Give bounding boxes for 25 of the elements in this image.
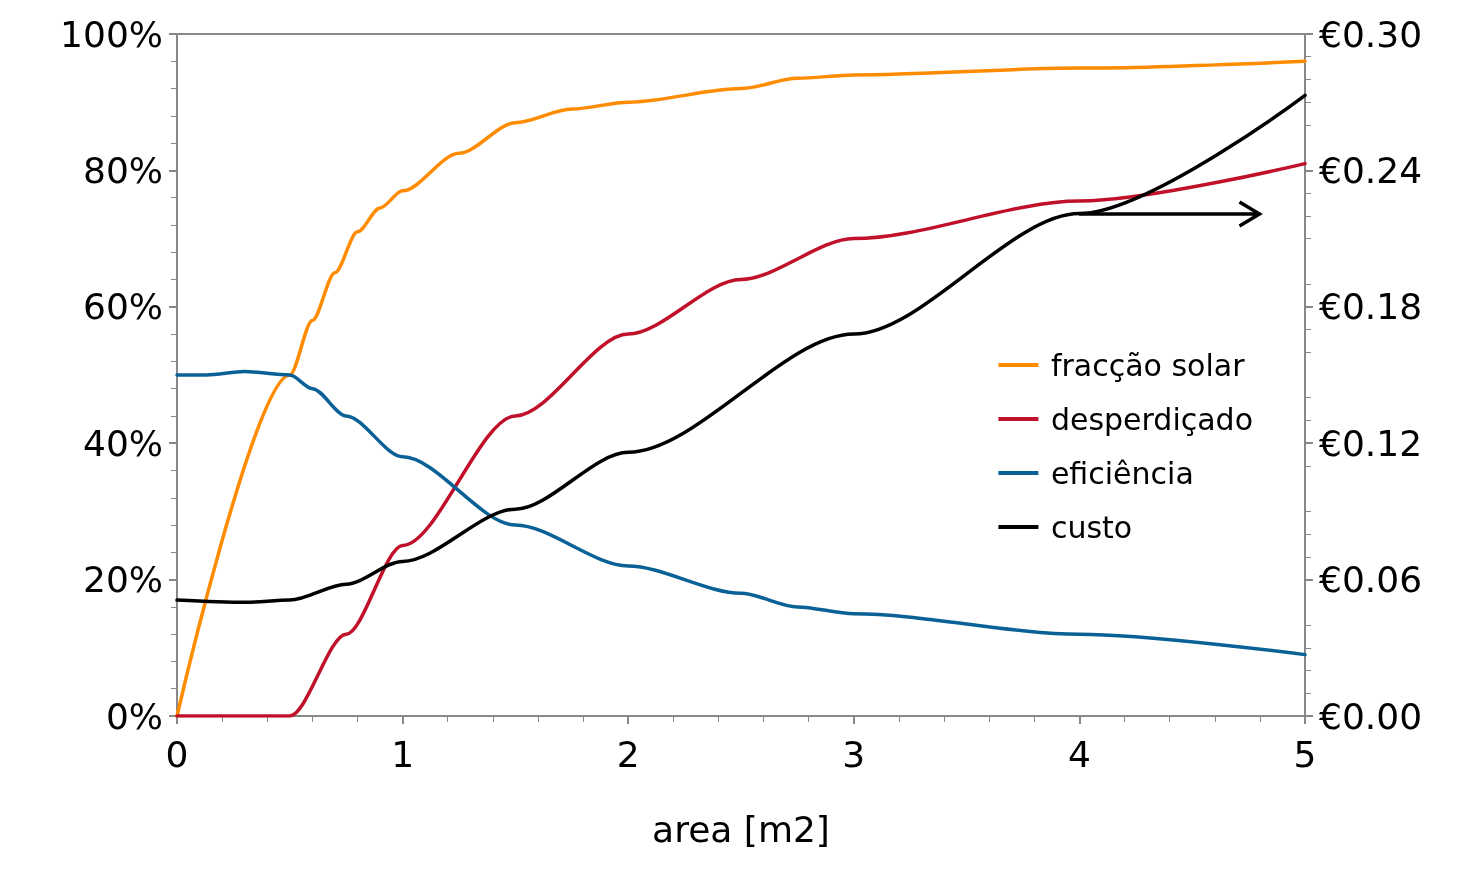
legend-label: desperdiçado xyxy=(1050,401,1253,437)
y-tick-label: 40% xyxy=(82,422,163,464)
y2-tick-label: €0.12 xyxy=(1319,422,1423,464)
legend-label: fracção solar xyxy=(1050,347,1246,383)
y2-tick-label: €0.18 xyxy=(1319,286,1423,328)
x-tick-label: 3 xyxy=(842,733,866,775)
x-tick-label: 2 xyxy=(616,733,640,775)
y2-tick-label: €0.06 xyxy=(1319,559,1423,601)
y-tick-label: 100% xyxy=(60,13,163,55)
y2-tick-label: €0.30 xyxy=(1319,13,1423,55)
legend-label: custo xyxy=(1050,509,1133,545)
x-tick-label: 1 xyxy=(391,733,415,775)
line-series xyxy=(175,161,1307,718)
y2-tick-label: €0.00 xyxy=(1319,695,1423,737)
legend-label: eficiência xyxy=(1050,455,1194,491)
x-tick-label: 4 xyxy=(1067,733,1091,775)
y-tick-label: 20% xyxy=(82,559,163,601)
x-tick-label: 5 xyxy=(1293,733,1317,775)
x-tick-label: 0 xyxy=(165,733,189,775)
y-tick-label: 60% xyxy=(82,286,163,328)
line-series xyxy=(175,93,1307,605)
x-axis-title: area [m2] xyxy=(652,808,830,850)
y2-tick-label: €0.24 xyxy=(1319,149,1423,191)
y-tick-label: 0% xyxy=(105,695,163,737)
y-tick-label: 80% xyxy=(82,149,163,191)
